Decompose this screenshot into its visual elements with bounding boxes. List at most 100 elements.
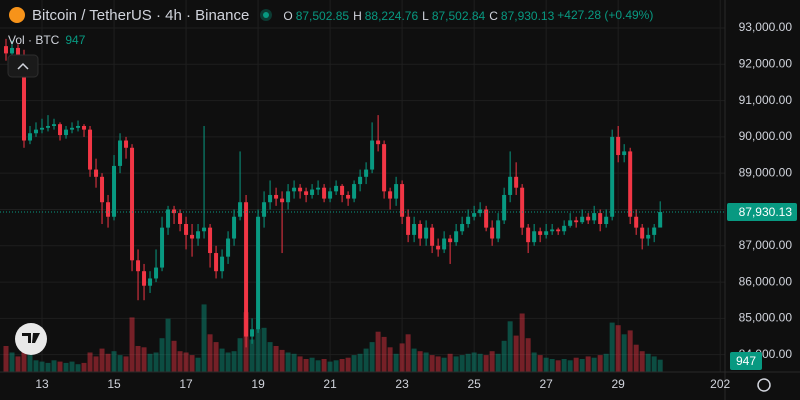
candle-body xyxy=(646,234,651,239)
volume-bar xyxy=(507,321,513,372)
volume-bar xyxy=(171,340,177,372)
volume-bar xyxy=(165,318,171,372)
volume-bar xyxy=(267,342,273,372)
candle-body xyxy=(490,227,495,239)
candle-body xyxy=(424,227,429,239)
candle-body xyxy=(52,124,57,126)
candle-body xyxy=(94,169,99,177)
candle-body xyxy=(568,220,573,226)
x-tick-label: 25 xyxy=(467,377,481,391)
volume-bar xyxy=(15,356,21,372)
candle-body xyxy=(106,202,111,217)
volume-bar xyxy=(435,356,441,372)
volume-bar xyxy=(69,361,75,372)
candle-body xyxy=(436,245,441,250)
volume-tag xyxy=(730,352,762,370)
volume-bar xyxy=(417,351,423,372)
volume-bar xyxy=(453,356,459,372)
volume-bar xyxy=(303,359,309,372)
ohlc-value: 87,502.85 xyxy=(295,8,350,23)
volume-bar xyxy=(195,357,201,372)
volume-bar xyxy=(339,359,345,372)
volume-bar xyxy=(333,360,339,372)
ohlc-label: O xyxy=(283,8,293,23)
candle-body xyxy=(586,216,591,221)
candle-body xyxy=(358,176,363,185)
volume-value: 947 xyxy=(65,33,86,47)
volume-bar xyxy=(219,348,225,372)
candle-body xyxy=(166,209,171,228)
ohlc-value: 87,502.84 xyxy=(431,8,486,23)
volume-bar xyxy=(33,360,39,372)
volume-bar xyxy=(345,357,351,372)
candle-body xyxy=(562,225,567,232)
change: +427.28 (+0.49%) xyxy=(557,8,654,22)
candle-body xyxy=(208,227,213,254)
candle-body xyxy=(262,202,267,217)
candle-body xyxy=(592,213,597,221)
status-dot xyxy=(260,9,273,21)
volume-bar xyxy=(153,352,159,372)
y-tick-label: 89,000.00 xyxy=(739,165,793,179)
candle-body xyxy=(136,260,141,272)
volume-bar xyxy=(399,343,405,372)
volume-bar xyxy=(651,356,657,372)
candle-body xyxy=(148,278,153,286)
candle-body xyxy=(142,271,147,286)
candle-body xyxy=(394,184,399,199)
ohlc-label: C xyxy=(489,8,498,23)
candle-body xyxy=(130,147,135,261)
candle-body xyxy=(448,238,453,243)
volume-bar xyxy=(141,347,147,372)
volume-bar xyxy=(201,304,207,372)
candle-body xyxy=(442,238,447,250)
volume-bar xyxy=(489,351,495,372)
x-tick-label: 23 xyxy=(395,377,409,391)
volume-bar xyxy=(321,359,327,372)
candle-body xyxy=(58,124,63,136)
volume-bar xyxy=(297,356,303,372)
volume-bar xyxy=(579,359,585,372)
candle-body xyxy=(460,224,465,232)
volume-bar xyxy=(387,347,393,372)
candle-body xyxy=(400,184,405,217)
volume-bar xyxy=(483,355,489,372)
volume-bar xyxy=(501,340,507,372)
volume-bar xyxy=(27,355,33,372)
candle-body xyxy=(496,220,501,239)
volume-bar xyxy=(459,355,465,372)
candle-body xyxy=(304,191,309,195)
candle-body xyxy=(292,187,297,192)
volume-bar xyxy=(405,334,411,372)
y-tick-label: 87,000.00 xyxy=(739,238,793,252)
volume-bar xyxy=(249,339,255,372)
candle-body xyxy=(418,224,423,239)
volume-bar xyxy=(657,359,663,372)
x-tick-label: 15 xyxy=(107,377,121,391)
candle-body xyxy=(16,47,21,58)
candle-body xyxy=(328,191,333,199)
candle-body xyxy=(178,213,183,225)
volume-bar xyxy=(525,338,531,372)
candle-body xyxy=(388,191,393,199)
collapse-icon xyxy=(17,62,29,70)
volume-bar xyxy=(225,352,231,372)
candle-body xyxy=(514,176,519,188)
volume-tag-label: 947 xyxy=(736,354,756,368)
tradingview-mark xyxy=(22,333,40,343)
candle-body xyxy=(508,176,513,195)
y-tick-label: 85,000.00 xyxy=(739,311,793,325)
volume-bar xyxy=(9,352,15,372)
candle-body xyxy=(154,267,159,279)
candle-body xyxy=(202,227,207,232)
y-tick-label: 92,000.00 xyxy=(739,56,793,70)
volume-bar xyxy=(111,351,117,372)
volume-bar xyxy=(375,331,381,372)
volume-bar xyxy=(513,335,519,372)
volume-bar xyxy=(429,355,435,372)
candle-body xyxy=(310,189,315,195)
volume-bar xyxy=(357,353,363,372)
volume-bar xyxy=(477,353,483,372)
